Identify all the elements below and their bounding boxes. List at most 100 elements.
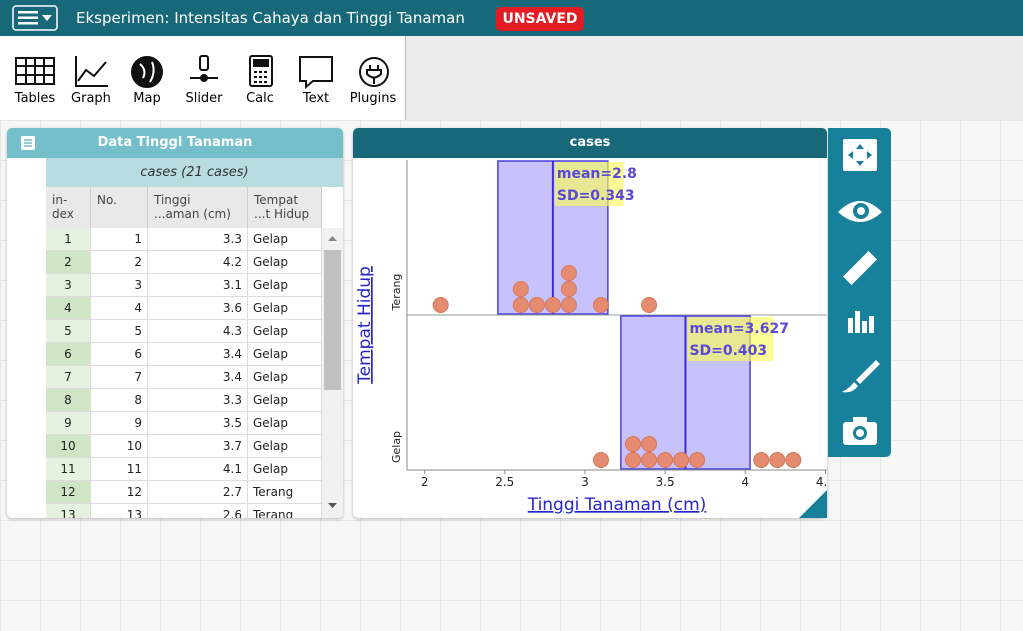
tool-plugins[interactable]: Plugins <box>345 36 401 120</box>
column-header-line: ...aman (cm) <box>154 207 231 221</box>
data-dot <box>528 297 545 313</box>
table-cell: Gelap <box>248 412 322 435</box>
stats-background <box>554 162 624 206</box>
table-grid: in-dex No. Tinggi ...aman (cm) Tempat ...t Hi… <box>7 128 343 518</box>
table-cell: 3.5 <box>148 412 248 435</box>
column-header: in-dex <box>46 187 91 228</box>
table-cell: 3 <box>91 274 148 297</box>
table-cell: 12 <box>91 481 148 504</box>
row-index: 8 <box>46 389 91 412</box>
data-dot <box>657 452 674 468</box>
row-index: 6 <box>46 343 91 366</box>
scroll-thumb[interactable] <box>324 250 341 390</box>
data-dot <box>544 297 561 313</box>
data-dot <box>592 297 609 313</box>
data-dot <box>769 452 786 468</box>
table-cell: 8 <box>91 389 148 412</box>
tool-label: Map <box>133 91 161 106</box>
data-dot <box>625 452 642 468</box>
row-index: 12 <box>46 481 91 504</box>
table-cell: Gelap <box>248 228 322 251</box>
row-index: 11 <box>46 458 91 481</box>
table-cell: Gelap <box>248 320 322 343</box>
scroll-down[interactable] <box>327 502 338 510</box>
table-cell: 7 <box>91 366 148 389</box>
x-tick-label: 3.5 <box>656 475 675 489</box>
table-cell: Gelap <box>248 297 322 320</box>
row-index: 13 <box>46 504 91 518</box>
table-cell: Terang <box>248 481 322 504</box>
column-header-line: dex <box>52 207 74 221</box>
top-bar: Eksperimen: Intensitas Cahaya dan Tinggi… <box>0 0 1023 36</box>
row-index: 2 <box>46 251 91 274</box>
x-tick-label: 2.5 <box>495 475 514 489</box>
mean-label: mean=3.627 <box>689 321 789 337</box>
table-cell: 3.6 <box>148 297 248 320</box>
table-cell: 3.3 <box>148 228 248 251</box>
table-cell: 5 <box>91 320 148 343</box>
tool-label: Text <box>302 91 330 106</box>
scrollbar[interactable] <box>322 228 343 518</box>
tool-text[interactable]: Text <box>288 36 344 120</box>
document-title[interactable]: Eksperimen: Intensitas Cahaya dan Tinggi… <box>76 9 465 27</box>
table-cell: 4.1 <box>148 458 248 481</box>
graph-plot: mean=2.8 SD=0.343 Terang mean=3.627 SD=0.403… <box>355 160 827 518</box>
x-axis-label: Tinggi Tanaman (cm) <box>527 495 707 515</box>
table-cell: 3.1 <box>148 274 248 297</box>
scroll-up[interactable] <box>327 234 338 242</box>
table-cell: 11 <box>91 458 148 481</box>
data-dot <box>641 452 658 468</box>
tool-label: Graph <box>71 91 111 106</box>
data-dot <box>432 297 449 313</box>
data-dot <box>641 436 658 452</box>
table-cell: 10 <box>91 435 148 458</box>
table-title[interactable]: Data Tinggi Tanaman <box>7 128 343 158</box>
data-dot <box>673 452 690 468</box>
tool-label: Plugins <box>349 91 397 106</box>
tool-label: Calc <box>246 91 274 106</box>
column-header: No. <box>91 187 148 228</box>
table-panel: Data Tinggi Tanaman cases (21 cases) in-… <box>7 128 343 518</box>
row-index: 3 <box>46 274 91 297</box>
table-cell: 3.3 <box>148 389 248 412</box>
table-cell: 2 <box>91 251 148 274</box>
table-cell: 3.4 <box>148 366 248 389</box>
row-index: 9 <box>46 412 91 435</box>
data-dot <box>592 452 609 468</box>
data-dot <box>785 452 802 468</box>
tool-label: Slider <box>185 91 223 106</box>
row-index: 7 <box>46 366 91 389</box>
graph-title[interactable]: cases <box>353 128 827 158</box>
table-cell: 4 <box>91 297 148 320</box>
data-dot <box>560 265 577 281</box>
table-icon[interactable] <box>20 135 36 151</box>
column-header-line: in- <box>52 193 68 207</box>
data-dot <box>689 452 706 468</box>
sd-label: SD=0.403 <box>689 343 767 359</box>
toolbar-fill <box>406 36 1023 120</box>
tool-map[interactable]: Map <box>119 36 175 120</box>
resize-handle[interactable] <box>799 490 827 518</box>
tool-slider[interactable]: Slider <box>176 36 232 120</box>
tool-tables[interactable]: Tables <box>7 36 63 120</box>
table-subtitle: cases (21 cases) <box>46 158 343 187</box>
menu-button[interactable] <box>12 5 58 31</box>
table-cell: Gelap <box>248 343 322 366</box>
data-dot <box>512 297 529 313</box>
x-tick-label: 3 <box>581 475 589 489</box>
tool-graph[interactable]: Graph <box>63 36 119 120</box>
data-dot <box>560 297 577 313</box>
table-cell: Gelap <box>248 274 322 297</box>
data-dot <box>641 297 658 313</box>
y-category-label: Terang <box>390 274 403 312</box>
column-header-line: Tinggi <box>154 193 191 207</box>
data-dot <box>753 452 770 468</box>
table-cell: Gelap <box>248 389 322 412</box>
table-cell: Gelap <box>248 251 322 274</box>
data-dot <box>625 436 642 452</box>
tool-calc[interactable]: Calc <box>232 36 288 120</box>
toolbar: Tables Graph Map Slider Calc Text Plugin… <box>0 36 406 120</box>
table-cell: Gelap <box>248 366 322 389</box>
stats-background <box>687 317 774 361</box>
